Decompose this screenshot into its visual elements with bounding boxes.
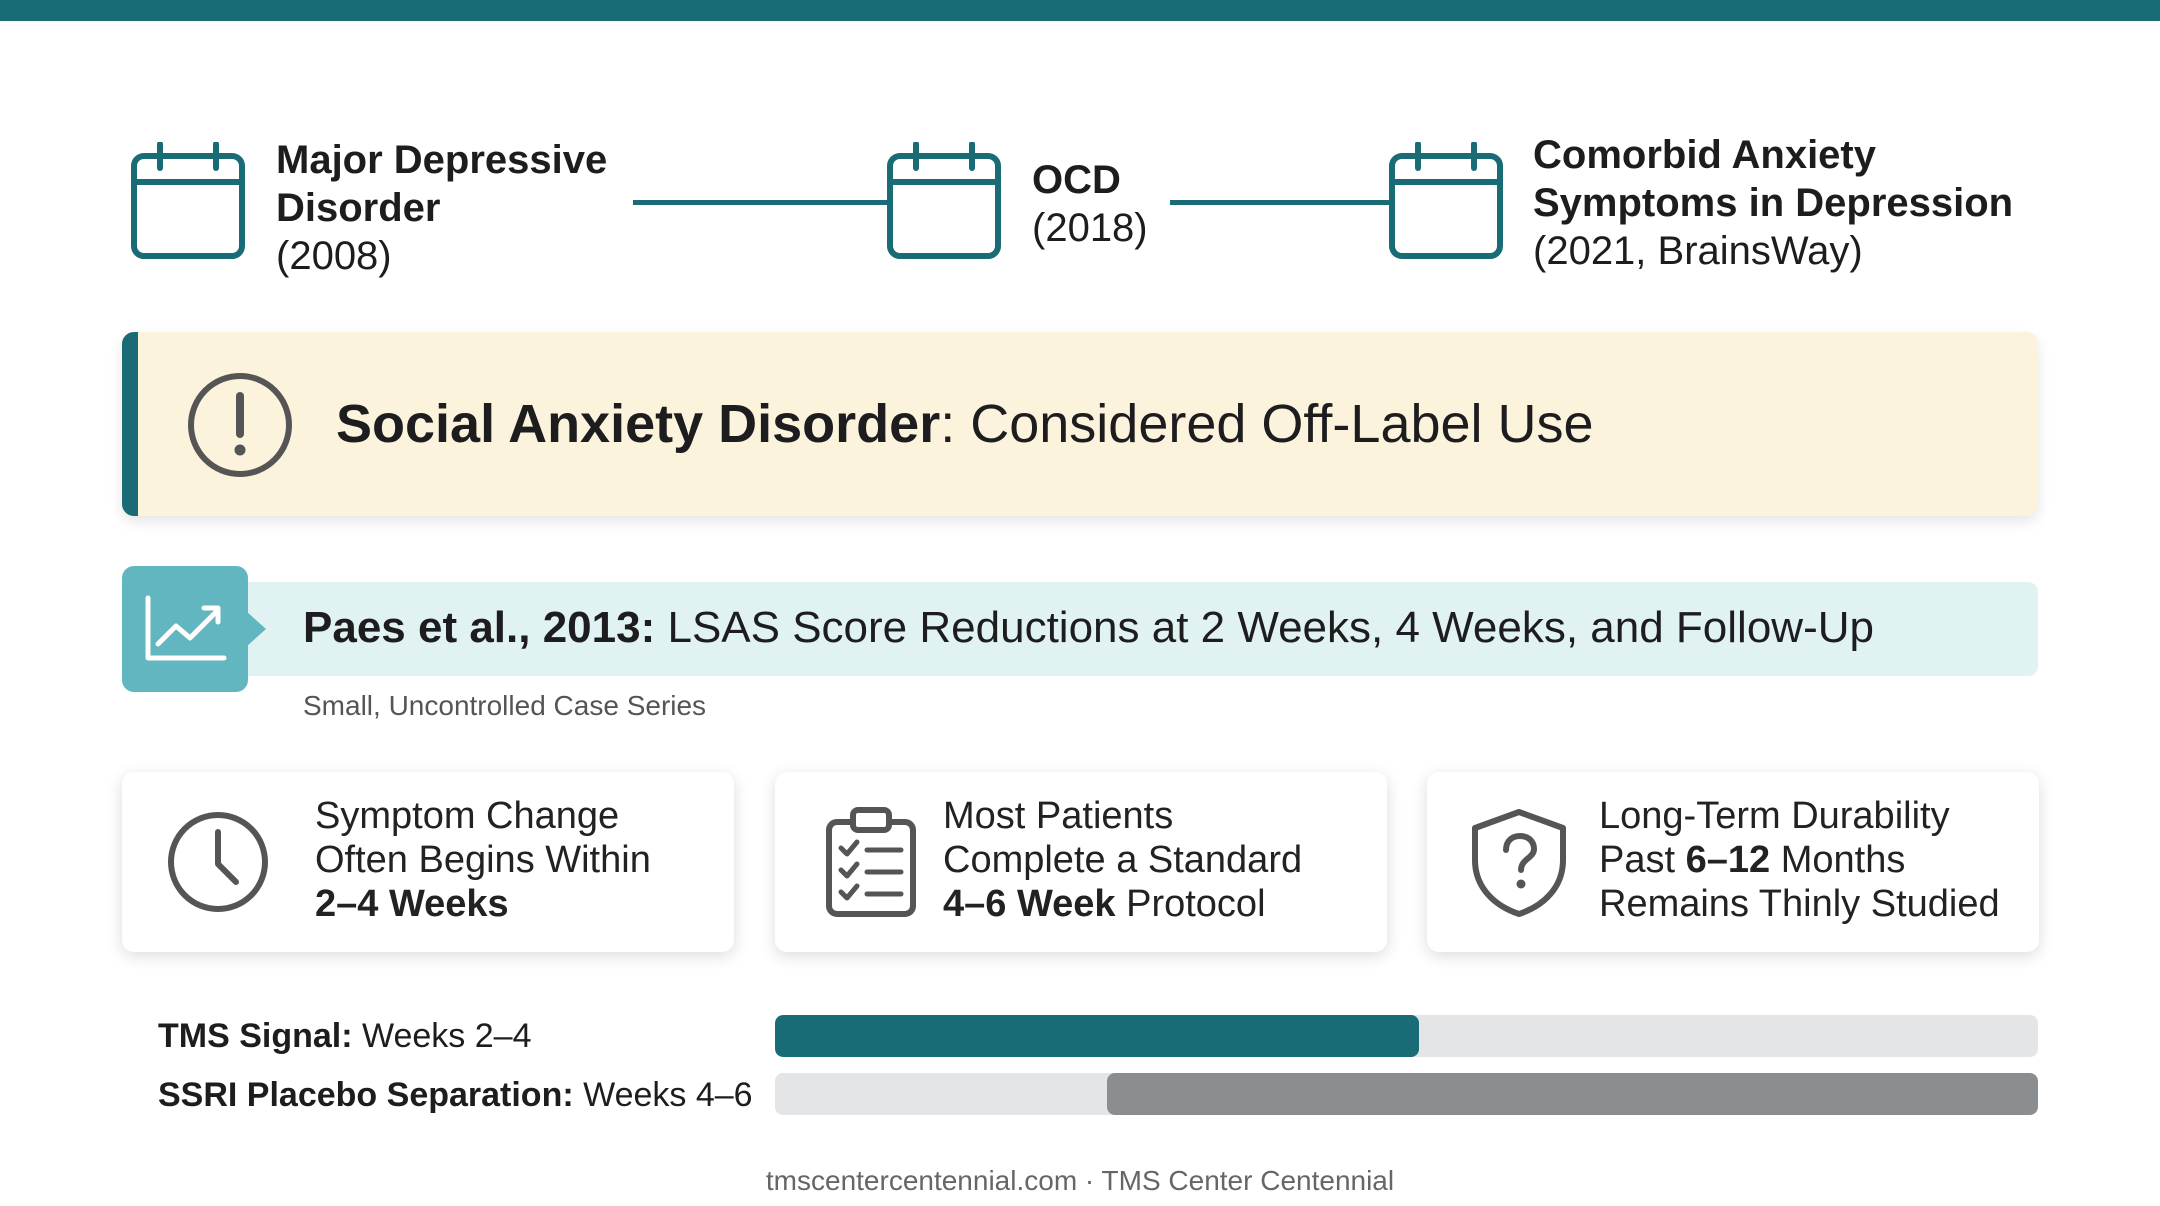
timeline-title-line: Symptoms in Depression <box>1533 181 2014 225</box>
bar-track-ssri <box>775 1073 2038 1115</box>
study-author: Paes et al., 2013: <box>303 603 656 652</box>
bar-label-rest: Weeks 4–6 <box>573 1076 753 1114</box>
alert-circle-icon <box>188 373 292 477</box>
timeline-title-line: OCD <box>1032 158 1121 202</box>
timeline-title-line: Comorbid Anxiety <box>1533 133 1876 177</box>
tile-pointer <box>246 611 266 647</box>
timeline-connector <box>633 200 888 205</box>
card-highlight: 4–6 Week <box>943 883 1116 925</box>
study-banner <box>230 582 2038 676</box>
info-card-durability: Long-Term Durability Past 6–12 Months Re… <box>1427 772 2039 952</box>
card-line: Remains Thinly Studied <box>1599 883 2000 925</box>
card-line-pre: Past <box>1599 839 1686 881</box>
timeline-item-comorbid-anxiety: Comorbid Anxiety Symptoms in Depression … <box>1533 131 2013 275</box>
bar-track-tms <box>775 1015 2038 1057</box>
timeline-year: (2018) <box>1032 206 1148 250</box>
info-card-protocol: Most Patients Complete a Standard 4–6 We… <box>775 772 1387 952</box>
callout-condition: Social Anxiety Disorder <box>336 394 941 454</box>
bar-label-bold: TMS Signal: <box>158 1017 353 1055</box>
trending-chart-icon <box>145 595 227 661</box>
card-text: Long-Term Durability Past 6–12 Months Re… <box>1599 794 2000 926</box>
card-line: 4–6 Week Protocol <box>943 882 1302 926</box>
card-highlight: 6–12 <box>1685 839 1771 881</box>
card-line: Often Begins Within <box>315 839 651 881</box>
card-line-post: Months <box>1770 839 1906 881</box>
card-line: Complete a Standard <box>943 839 1303 881</box>
card-text: Symptom Change Often Begins Within 2–4 W… <box>315 794 651 926</box>
study-finding: LSAS Score Reductions at 2 Weeks, 4 Week… <box>655 603 1874 652</box>
timeline-title-line: Major Depressive <box>276 138 608 182</box>
bar-fill-tms <box>775 1015 1420 1057</box>
bar-label-rest: Weeks 2–4 <box>352 1017 532 1055</box>
calendar-icon <box>131 142 245 259</box>
off-label-callout: Social Anxiety Disorder: Considered Off-… <box>122 332 2038 516</box>
shield-question-icon <box>1472 809 1566 917</box>
bar-label-bold: SSRI Placebo Separation: <box>158 1076 574 1114</box>
timeline-connector <box>1170 200 1390 205</box>
bar-label-ssri: SSRI Placebo Separation: Weeks 4–6 <box>158 1075 753 1115</box>
card-text: Most Patients Complete a Standard 4–6 We… <box>943 794 1302 926</box>
callout-text: Social Anxiety Disorder: Considered Off-… <box>336 388 1594 460</box>
calendar-icon <box>887 142 1001 259</box>
card-line: Most Patients <box>943 795 1174 837</box>
card-highlight: 2–4 Weeks <box>315 883 509 925</box>
footer-credit: tmscentercentennial.com · TMS Center Cen… <box>765 1165 1395 1196</box>
info-card-onset: Symptom Change Often Begins Within 2–4 W… <box>122 772 734 952</box>
card-line: 2–4 Weeks <box>315 882 651 926</box>
clipboard-checklist-icon <box>826 807 916 917</box>
timeline-year: (2021, BrainsWay) <box>1533 229 1863 273</box>
study-citation: Paes et al., 2013: LSAS Score Reductions… <box>303 600 1874 656</box>
card-line: Symptom Change <box>315 795 620 837</box>
timeline-item-mdd: Major Depressive Disorder (2008) <box>276 136 607 280</box>
card-line: Past 6–12 Months <box>1599 838 2000 882</box>
timeline-item-ocd: OCD (2018) <box>1032 156 1148 252</box>
bar-label-tms: TMS Signal: Weeks 2–4 <box>158 1016 531 1056</box>
card-line: Long-Term Durability <box>1599 795 1950 837</box>
top-accent-bar <box>0 0 2160 21</box>
study-subtitle: Small, Uncontrolled Case Series <box>303 690 707 721</box>
clock-icon <box>168 812 268 912</box>
timeline-year: (2008) <box>276 234 392 278</box>
callout-accent <box>122 332 138 516</box>
bar-fill-ssri <box>1107 1073 2038 1115</box>
card-line-rest: Protocol <box>1115 883 1266 925</box>
callout-status: : Considered Off-Label Use <box>940 394 1594 454</box>
timeline-title-line: Disorder <box>276 186 441 230</box>
calendar-icon <box>1389 142 1503 259</box>
study-icon-tile <box>122 566 266 692</box>
